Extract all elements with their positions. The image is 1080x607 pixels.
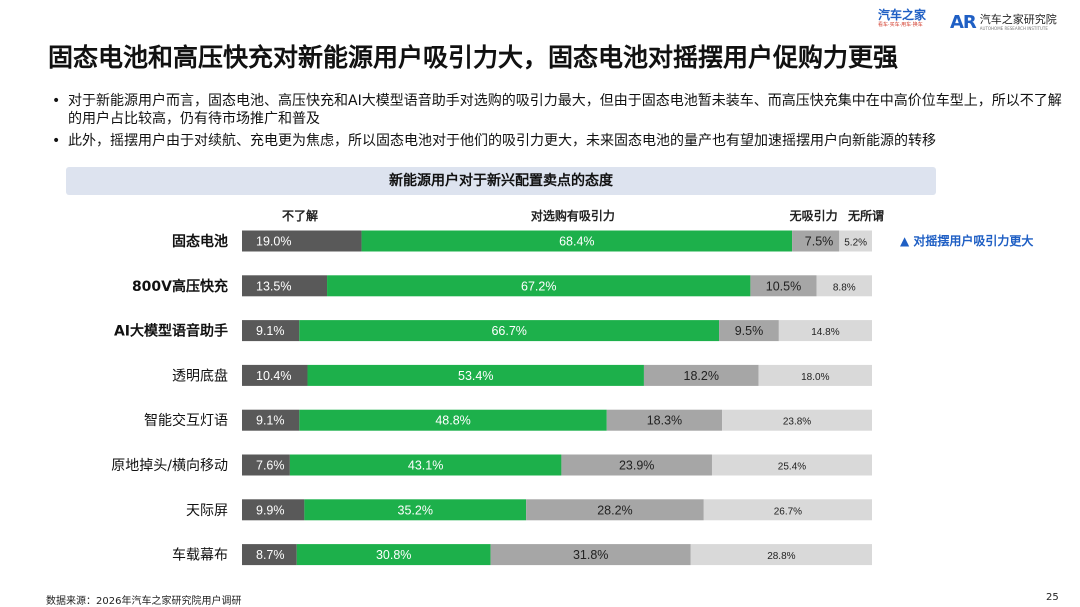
bar-segment — [242, 409, 300, 431]
bar-segment — [606, 409, 723, 431]
data-label: 68.4% — [559, 235, 594, 249]
data-label: 9.1% — [256, 414, 285, 428]
page-number: 25 — [1046, 592, 1059, 603]
bar-segment — [307, 364, 644, 386]
data-label: 7.5% — [805, 235, 834, 249]
data-label: 30.8% — [376, 548, 411, 562]
data-label: 43.1% — [408, 459, 443, 473]
data-label: 66.7% — [491, 324, 526, 338]
data-label: 23.9% — [619, 459, 654, 473]
data-label: 67.2% — [521, 279, 556, 293]
bullet-item: 对于新能源用户而言，固态电池、高压快充和AI大模型语音助手对选购的吸引力最大，但… — [52, 92, 1064, 128]
bar-segment — [242, 499, 305, 521]
category-label: 车载幕布 — [172, 547, 228, 564]
data-label: 8.7% — [256, 548, 285, 562]
bar-segment — [526, 499, 704, 521]
bar-segment — [792, 230, 840, 252]
category-label: 800V高压快充 — [132, 278, 228, 295]
bar-segment — [643, 364, 759, 386]
bar-segment — [839, 230, 872, 252]
data-label: 31.8% — [573, 548, 608, 562]
data-label: 9.9% — [256, 503, 285, 517]
bar-segment — [289, 454, 562, 476]
bar-segment — [242, 544, 297, 566]
bar-segment — [722, 409, 872, 431]
bar-segment — [327, 275, 751, 297]
bar-segment — [299, 320, 720, 342]
data-label: 18.0% — [801, 372, 829, 383]
category-label: 透明底盘 — [172, 367, 228, 384]
category-label: AI大模型语音助手 — [114, 323, 228, 340]
data-label: 18.2% — [684, 369, 719, 383]
bar-segment — [296, 544, 491, 566]
category-label: 天际屏 — [186, 503, 228, 519]
bar-segment — [242, 364, 308, 386]
data-label: 48.8% — [435, 414, 470, 428]
category-label: 原地掉头/横向移动 — [111, 458, 228, 474]
data-label: 25.4% — [778, 462, 806, 473]
data-label: 9.1% — [256, 324, 285, 338]
data-label: 10.4% — [256, 369, 291, 383]
bar-segment — [242, 275, 328, 297]
data-label: 53.4% — [458, 369, 493, 383]
institute-logo-subtext: AUTOHOME RESEARCH INSTITUTE — [979, 25, 1048, 31]
data-label: 5.2% — [844, 238, 867, 249]
bar-segment — [816, 275, 872, 297]
chart-title: 新能源用户对于新兴配置卖点的态度 — [66, 167, 936, 195]
autohome-logo-text: 汽车之家 — [878, 8, 927, 22]
legend-indifferent: 无所谓 — [848, 209, 885, 223]
data-label: 14.8% — [811, 327, 839, 338]
bar-segment — [299, 409, 607, 431]
bar-segment — [703, 499, 872, 521]
bar-segment — [561, 454, 712, 476]
bar-segment — [750, 275, 817, 297]
institute-logo: AR 汽车之家研究院 AUTOHOME RESEARCH INSTITUTE — [950, 10, 1057, 34]
data-label: 18.3% — [647, 414, 682, 428]
institute-logo-mark: AR — [950, 11, 977, 33]
data-label: 8.8% — [833, 282, 856, 293]
data-label: 10.5% — [766, 279, 801, 293]
bar-segment — [304, 499, 527, 521]
data-label: 28.8% — [767, 551, 795, 562]
autohome-logo: 汽车之家 看车·买车·用车·换车 — [878, 8, 938, 34]
bullet-item: 此外，摇摆用户由于对续航、充电更为焦虑，所以固态电池对于他们的吸引力更大，未来固… — [52, 132, 1064, 150]
bar-segment — [711, 454, 872, 476]
bar-segment — [719, 320, 779, 342]
category-label: 固态电池 — [172, 233, 228, 250]
category-label: 智能交互灯语 — [144, 412, 228, 429]
data-label: 35.2% — [398, 503, 433, 517]
bar-segment — [690, 544, 872, 566]
autohome-logo-subtext: 看车·买车·用车·换车 — [878, 22, 923, 28]
data-label: 7.6% — [256, 459, 285, 473]
data-label: 23.8% — [783, 417, 811, 428]
data-source: 数据来源：2026年汽车之家研究院用户调研 — [46, 596, 242, 607]
institute-logo-name: 汽车之家研究院 — [979, 12, 1057, 26]
bullet-list: 对于新能源用户而言，固态电池、高压快充和AI大模型语音助手对选购的吸引力最大，但… — [52, 92, 1064, 154]
bar-segment — [361, 230, 793, 252]
bar-segment — [242, 454, 290, 476]
bar-segment — [758, 364, 872, 386]
legend-attractive: 对选购有吸引力 — [530, 209, 615, 223]
page-title: 固态电池和高压快充对新能源用户吸引力大，固态电池对摇摆用户促购力更强 — [48, 43, 899, 72]
legend-not-understood: 不了解 — [282, 209, 319, 223]
bar-segment — [778, 320, 872, 342]
data-label: 26.7% — [774, 506, 802, 517]
bar-segment — [242, 230, 362, 252]
data-label: 19.0% — [256, 235, 291, 249]
bar-segment — [490, 544, 691, 566]
data-label: 13.5% — [256, 279, 291, 293]
data-label: 28.2% — [597, 503, 632, 517]
bar-segment — [242, 320, 300, 342]
data-label: 9.5% — [735, 324, 764, 338]
swing-user-annotation: ▲ 对摇摆用户吸引力更大 — [900, 234, 1034, 248]
legend-not-attractive: 无吸引力 — [789, 209, 838, 223]
